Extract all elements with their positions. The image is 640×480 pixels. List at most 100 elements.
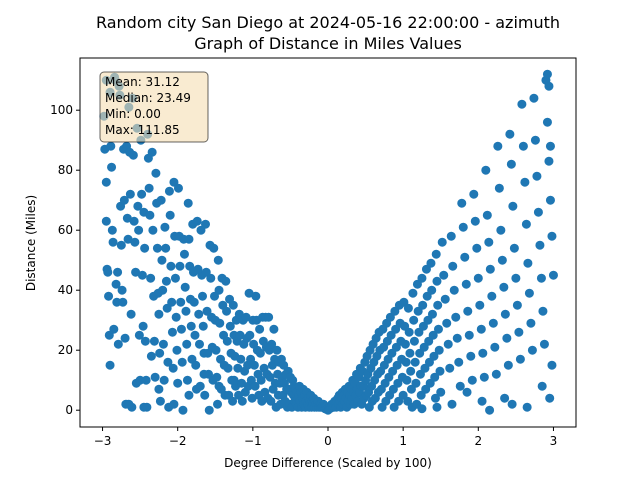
scatter-point-31: [122, 213, 132, 223]
scatter-point-411: [408, 288, 418, 298]
scatter-point-512: [532, 171, 542, 181]
scatter-point-515: [536, 273, 546, 283]
scatter-point-401: [400, 339, 410, 349]
scatter-point-542: [124, 399, 134, 409]
scatter-point-142: [206, 273, 216, 283]
x-tick-label-2: −1: [244, 434, 262, 448]
scatter-point-516: [538, 306, 548, 316]
scatter-point-36: [126, 309, 136, 319]
scatter-point-524: [542, 69, 552, 79]
scatter-point-408: [406, 366, 416, 376]
x-tick-label-5: 2: [474, 434, 482, 448]
chart-title-line2: Graph of Distance in Miles Values: [194, 34, 462, 53]
scatter-point-19: [113, 339, 123, 349]
x-tick-label-4: 1: [399, 434, 407, 448]
scatter-point-78: [158, 285, 168, 295]
scatter-point-530: [485, 405, 495, 415]
scatter-point-63: [146, 351, 156, 361]
scatter-point-461: [455, 381, 465, 391]
scatter-point-54: [140, 243, 150, 253]
scatter-point-482: [487, 291, 497, 301]
scatter-point-163: [222, 306, 232, 316]
scatter-point-202: [251, 291, 261, 301]
scatter-point-47: [134, 330, 144, 340]
scatter-point-82: [161, 243, 171, 253]
scatter-point-472: [472, 243, 482, 253]
scatter-point-536: [447, 399, 457, 409]
scatter-point-522: [547, 231, 557, 241]
scatter-point-55: [140, 336, 150, 346]
scatter-point-109: [181, 306, 191, 316]
scatter-point-468: [466, 351, 476, 361]
scatter-point-154: [215, 318, 225, 328]
scatter-point-67: [149, 336, 159, 346]
scatter-point-85: [163, 357, 173, 367]
scatter-point-540: [154, 384, 164, 394]
y-tick-label-3: 60: [58, 223, 73, 237]
scatter-point-97: [172, 345, 182, 355]
scatter-point-32: [123, 234, 133, 244]
scatter-point-487: [494, 183, 504, 193]
scatter-point-230: [272, 345, 282, 355]
scatter-point-200: [249, 360, 259, 370]
scatter-point-502: [517, 99, 527, 109]
scatter-point-62: [146, 273, 156, 283]
scatter-point-128: [195, 381, 205, 391]
scatter-point-132: [198, 321, 208, 331]
scatter-point-520: [544, 156, 554, 166]
y-tick-label-1: 20: [58, 343, 73, 357]
scatter-point-162: [221, 276, 231, 286]
scatter-point-76: [156, 195, 166, 205]
scatter-point-450: [439, 270, 449, 280]
scatter-point-500: [514, 327, 524, 337]
scatter-point-501: [515, 354, 525, 364]
scatter-point-449: [437, 237, 447, 247]
scatter-point-3: [101, 216, 111, 226]
scatter-point-127: [194, 339, 204, 349]
scatter-point-494: [505, 129, 515, 139]
scatter-point-523: [548, 270, 558, 280]
scatter-point-459: [452, 333, 462, 343]
scatter-point-209: [256, 375, 266, 385]
x-axis-label: Degree Difference (Scaled by 100): [224, 456, 432, 470]
scatter-point-9: [106, 141, 116, 151]
scatter-point-208: [255, 348, 265, 358]
scatter-point-499: [512, 300, 522, 310]
scatter-point-436: [427, 285, 437, 295]
scatter-point-490: [499, 282, 509, 292]
scatter-point-194: [245, 330, 255, 340]
scatter-point-503: [518, 141, 528, 151]
scatter-point-40: [129, 216, 139, 226]
scatter-point-140: [204, 405, 214, 415]
chart-title-line1: Random city San Diego at 2024-05-16 22:0…: [96, 13, 560, 32]
scatter-point-2: [101, 177, 111, 187]
x-tick-label-0: −3: [94, 434, 112, 448]
scatter-point-35: [125, 189, 135, 199]
stats-median: Median: 23.49: [105, 91, 191, 105]
scatter-point-525: [544, 81, 554, 91]
scatter-point-453: [443, 339, 453, 349]
scatter-point-150: [212, 372, 222, 382]
scatter-point-69: [151, 168, 161, 178]
scatter-point-491: [500, 309, 510, 319]
scatter-point-403: [402, 375, 412, 385]
scatter-point-519: [542, 117, 552, 127]
scatter-point-113: [184, 234, 194, 244]
scatter-point-68: [150, 372, 160, 382]
scatter-point-178: [233, 363, 243, 373]
scatter-point-476: [478, 348, 488, 358]
scatter-point-201: [250, 381, 260, 391]
scatter-point-73: [154, 309, 164, 319]
scatter-point-45: [133, 201, 143, 211]
scatter-point-121: [190, 330, 200, 340]
scatter-point-462: [457, 198, 467, 208]
scatter-point-152: [213, 255, 223, 265]
scatter-point-64: [147, 147, 157, 157]
scatter-point-510: [529, 93, 539, 103]
scatter-point-539: [169, 399, 179, 409]
scatter-point-469: [467, 375, 477, 385]
scatter-point-415: [411, 378, 421, 388]
scatter-point-124: [192, 216, 202, 226]
scatter-point-405: [403, 303, 413, 313]
